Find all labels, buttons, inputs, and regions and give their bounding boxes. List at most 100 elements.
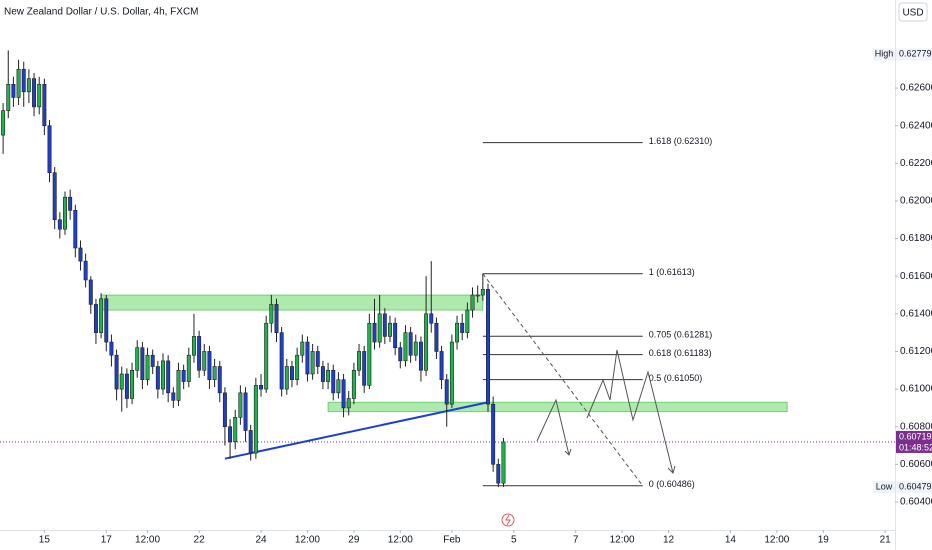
candle-body bbox=[460, 322, 465, 333]
candle-body bbox=[393, 322, 398, 348]
price-tag-name-box bbox=[873, 481, 895, 494]
zone bbox=[100, 294, 484, 311]
price-tag bbox=[896, 48, 932, 61]
candle-body bbox=[269, 304, 274, 324]
fib-label: 1 (0.61613) bbox=[649, 267, 695, 277]
price-tag-label: 0.60719 bbox=[899, 431, 932, 441]
candle-body bbox=[83, 260, 88, 281]
candle-body bbox=[73, 210, 78, 249]
candle-body bbox=[455, 322, 460, 343]
x-tick-label: 22 bbox=[194, 535, 206, 546]
candle-body bbox=[326, 369, 331, 382]
candle-body bbox=[434, 322, 439, 352]
candle-body bbox=[155, 366, 160, 390]
candle-body bbox=[253, 385, 258, 454]
price-tag-name-box bbox=[873, 48, 895, 61]
candle-body bbox=[408, 332, 413, 356]
candle-body bbox=[470, 294, 475, 311]
price-tag-label: 0.60479 bbox=[899, 481, 932, 491]
fib-label: 0.5 (0.61050) bbox=[649, 373, 703, 383]
candle-body bbox=[47, 125, 52, 174]
candle-body bbox=[93, 304, 98, 333]
candle-body bbox=[418, 341, 423, 371]
candle-body bbox=[181, 369, 186, 382]
candle-body bbox=[21, 68, 26, 93]
currency[interactable]: USD bbox=[902, 8, 923, 19]
candle-body bbox=[26, 78, 31, 93]
x-tick-label: 12:00 bbox=[388, 535, 413, 546]
candle-body bbox=[191, 336, 196, 356]
candle-body bbox=[207, 351, 212, 380]
candle-body bbox=[135, 347, 140, 371]
candle-body bbox=[171, 392, 176, 401]
candle-body bbox=[124, 373, 129, 399]
candle-body bbox=[150, 354, 155, 367]
candle-body bbox=[382, 313, 387, 337]
x-tick-label: 12:00 bbox=[764, 535, 789, 546]
candle-body bbox=[336, 379, 341, 394]
candle-body bbox=[140, 347, 145, 380]
candle-body bbox=[284, 366, 289, 390]
candle-body bbox=[475, 294, 480, 297]
candle-body bbox=[57, 219, 62, 230]
currency-box[interactable] bbox=[898, 2, 928, 22]
candle-body bbox=[305, 341, 310, 375]
candle-body bbox=[202, 351, 207, 371]
x-tick-label: Feb bbox=[443, 535, 461, 546]
candle-body bbox=[32, 78, 37, 108]
candle-body bbox=[429, 313, 434, 324]
x-tick-label: 5 bbox=[511, 535, 517, 546]
candle-body bbox=[501, 441, 506, 484]
candle-body bbox=[68, 196, 73, 211]
candle-body bbox=[279, 332, 284, 390]
candle-body bbox=[403, 332, 408, 362]
candle-body bbox=[377, 313, 382, 343]
candle-body bbox=[228, 426, 233, 443]
x-tick-label: 12:00 bbox=[135, 535, 160, 546]
event-icon[interactable] bbox=[501, 513, 515, 527]
x-tick-label: 29 bbox=[348, 535, 360, 546]
candle-body bbox=[130, 369, 135, 399]
candle-body bbox=[372, 322, 377, 343]
candle-body bbox=[465, 309, 470, 333]
candle-body bbox=[444, 379, 449, 405]
projection bbox=[536, 398, 570, 456]
x-tick-label: 21 bbox=[880, 535, 892, 546]
candle-body bbox=[42, 83, 47, 126]
event-icon[interactable] bbox=[505, 514, 511, 526]
candle-body bbox=[243, 392, 248, 431]
price-tag-name: Low bbox=[876, 481, 893, 491]
candle-body bbox=[88, 279, 93, 305]
fib-diagonal bbox=[482, 273, 644, 487]
price-tag-name: High bbox=[875, 49, 894, 59]
x-tick-label: 19 bbox=[818, 535, 830, 546]
candle-body bbox=[367, 322, 372, 386]
chart-title: New Zealand Dollar / U.S. Dollar, 4h, FX… bbox=[4, 7, 199, 18]
candle-body bbox=[398, 347, 403, 362]
candle-body bbox=[52, 172, 57, 221]
projection-arrow bbox=[667, 465, 676, 474]
candle-body bbox=[264, 322, 269, 390]
candle-body bbox=[104, 298, 109, 343]
candle-body bbox=[413, 341, 418, 356]
candle-body bbox=[11, 83, 16, 98]
candle-body bbox=[491, 403, 496, 465]
candle-body bbox=[248, 430, 253, 454]
x-tick-label: 15 bbox=[39, 535, 51, 546]
candle-body bbox=[222, 392, 227, 428]
candle-body bbox=[238, 392, 243, 418]
projection-arrow bbox=[564, 448, 572, 456]
x-tick-label: 12:00 bbox=[295, 535, 320, 546]
candle-body bbox=[161, 360, 165, 390]
candle-body bbox=[346, 398, 351, 409]
candle-body bbox=[145, 354, 150, 380]
fib-label: 0.618 (0.61183) bbox=[649, 348, 712, 358]
candle-body bbox=[362, 351, 367, 386]
